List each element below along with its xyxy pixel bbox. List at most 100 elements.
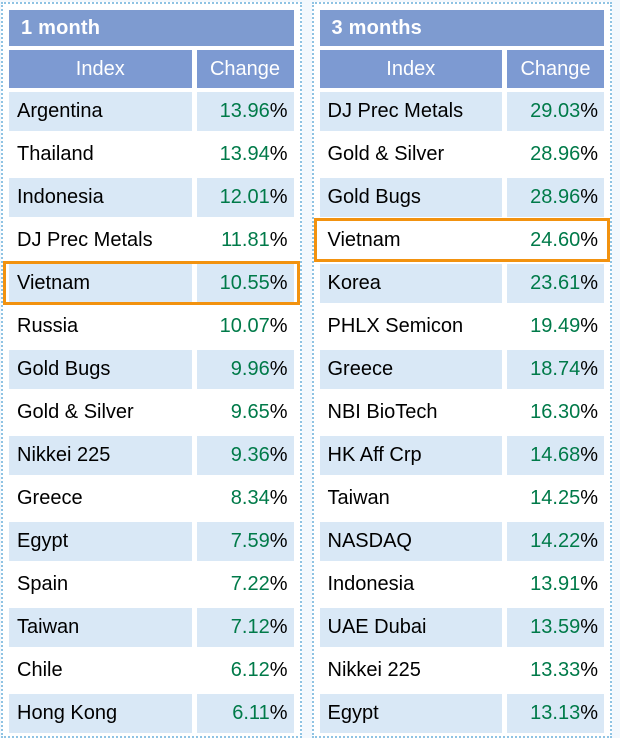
column-header-row: Index Change	[9, 50, 294, 88]
change-value: 9.65	[230, 401, 270, 423]
change-value: 7.12	[230, 616, 270, 638]
percent-sign: %	[269, 616, 288, 638]
index-cell: Hong Kong	[9, 694, 192, 733]
percent-sign: %	[269, 315, 288, 337]
table-row: DJ Prec Metals 29.03%	[319, 92, 604, 131]
table-rows: DJ Prec Metals 29.03% Gold & Silver 28.96% G…	[313, 92, 610, 733]
table-row: Russia 10.07%	[9, 307, 294, 346]
table-row: Indonesia 13.91%	[319, 565, 604, 604]
table-row: PHLX Semicon 19.49%	[319, 307, 604, 346]
change-value: 6.11	[232, 702, 270, 724]
table-row: Thailand 13.94%	[9, 135, 294, 174]
change-value: 23.61	[530, 272, 581, 294]
change-cell: 13.13%	[507, 694, 604, 733]
index-cell: Vietnam	[9, 264, 192, 303]
change-cell: 18.74%	[507, 350, 604, 389]
change-cell: 12.01%	[196, 178, 294, 217]
table-row: Korea 23.61%	[319, 264, 604, 303]
percent-sign: %	[269, 487, 288, 509]
column-header-change: Change	[196, 50, 294, 88]
index-cell: Egypt	[9, 522, 192, 561]
change-value: 24.60	[530, 229, 581, 251]
percent-sign: %	[580, 100, 598, 122]
change-cell: 14.22%	[507, 522, 604, 561]
table-rows: Argentina 13.96% Thailand 13.94% Indonesia 12…	[3, 92, 299, 733]
change-cell: 8.34%	[196, 479, 294, 518]
column-header-change: Change	[507, 50, 604, 88]
change-value: 14.22	[530, 530, 581, 552]
table-row: HK Aff Crp 14.68%	[319, 436, 604, 475]
column-header-row: Index Change	[319, 50, 604, 88]
change-value: 29.03	[530, 100, 581, 122]
change-cell: 7.59%	[196, 522, 294, 561]
table-row: Taiwan 7.12%	[9, 608, 294, 647]
percent-sign: %	[269, 229, 288, 251]
index-cell: Indonesia	[9, 178, 192, 217]
change-cell: 9.36%	[196, 436, 294, 475]
index-cell: DJ Prec Metals	[9, 221, 192, 260]
percent-sign: %	[580, 315, 598, 337]
index-cell: Nikkei 225	[9, 436, 192, 475]
table-row: Egypt 7.59%	[9, 522, 294, 561]
change-value: 14.68	[530, 444, 581, 466]
change-cell: 6.11%	[196, 694, 294, 733]
change-cell: 9.96%	[196, 350, 294, 389]
table-row: Greece 18.74%	[319, 350, 604, 389]
change-cell: 9.65%	[196, 393, 294, 432]
change-cell: 29.03%	[507, 92, 604, 131]
index-cell: Gold & Silver	[319, 135, 502, 174]
table-row: Gold & Silver 28.96%	[319, 135, 604, 174]
table-row-highlighted: Vietnam 10.55%	[3, 261, 299, 305]
column-header-index: Index	[319, 50, 502, 88]
change-cell: 10.07%	[196, 307, 294, 346]
change-value: 12.01	[219, 186, 270, 208]
change-value: 18.74	[530, 358, 581, 380]
index-cell: Nikkei 225	[319, 651, 502, 690]
change-cell: 6.12%	[196, 651, 294, 690]
table-row: Spain 7.22%	[9, 565, 294, 604]
percent-sign: %	[269, 702, 288, 724]
table-row: Indonesia 12.01%	[9, 178, 294, 217]
change-value: 13.13	[530, 702, 581, 724]
percent-sign: %	[269, 401, 288, 423]
change-cell: 13.91%	[507, 565, 604, 604]
percent-sign: %	[580, 659, 598, 681]
index-cell: Taiwan	[9, 608, 192, 647]
index-cell: Gold Bugs	[319, 178, 502, 217]
change-cell: 13.59%	[507, 608, 604, 647]
change-value: 8.34	[230, 487, 270, 509]
table-row: UAE Dubai 13.59%	[319, 608, 604, 647]
change-cell: 19.49%	[507, 307, 604, 346]
change-cell: 13.33%	[507, 651, 604, 690]
table-row: NASDAQ 14.22%	[319, 522, 604, 561]
change-cell: 24.60%	[507, 221, 604, 260]
change-cell: 7.22%	[196, 565, 294, 604]
change-value: 14.25	[530, 487, 581, 509]
index-cell: NASDAQ	[319, 522, 502, 561]
index-cell: HK Aff Crp	[319, 436, 502, 475]
percent-sign: %	[580, 702, 598, 724]
change-value: 11.81	[221, 229, 270, 251]
change-value: 19.49	[530, 315, 581, 337]
index-cell: Thailand	[9, 135, 192, 174]
index-cell: Gold & Silver	[9, 393, 192, 432]
three-months-table-panel: 3 months Index Change DJ Prec Metals 29.0…	[311, 2, 612, 738]
change-value: 7.59	[230, 530, 270, 552]
change-value: 6.12	[230, 659, 270, 681]
percent-sign: %	[580, 143, 598, 165]
table-row: Nikkei 225 9.36%	[9, 436, 294, 475]
change-cell: 10.55%	[196, 264, 294, 303]
change-cell: 16.30%	[507, 393, 604, 432]
change-cell: 23.61%	[507, 264, 604, 303]
percent-sign: %	[580, 401, 598, 423]
change-value: 13.96	[219, 100, 270, 122]
percent-sign: %	[580, 358, 598, 380]
change-cell: 7.12%	[196, 608, 294, 647]
index-cell: Greece	[319, 350, 502, 389]
table-title-1-month: 1 month	[9, 10, 294, 46]
index-cell: Russia	[9, 307, 192, 346]
change-cell: 14.68%	[507, 436, 604, 475]
index-cell: Korea	[319, 264, 502, 303]
change-value: 7.22	[230, 573, 270, 595]
